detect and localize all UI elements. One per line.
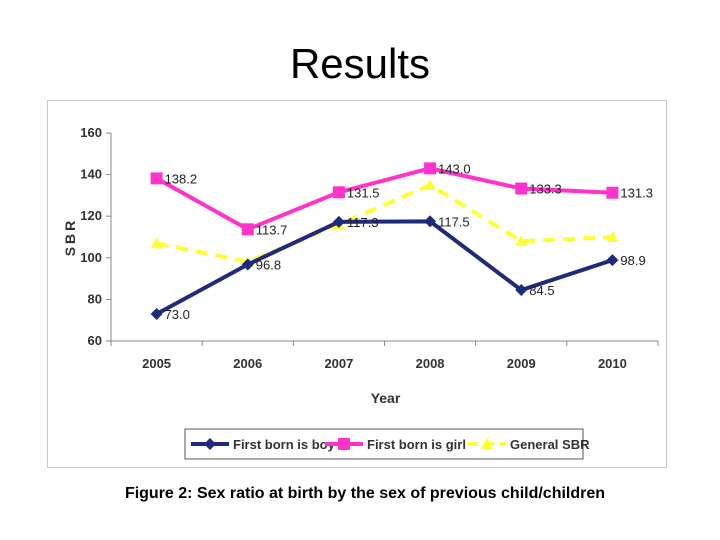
- data-label-first-born-is-girl: 143.0: [438, 161, 471, 176]
- x-tick-label: 2006: [233, 356, 262, 371]
- legend-marker-first-born-is-girl: [338, 438, 350, 450]
- data-point-general-sbr: [150, 237, 163, 249]
- data-label-first-born-is-boy: 117.3: [347, 215, 379, 230]
- data-point-general-sbr: [424, 179, 437, 190]
- series-line-first-born-is-boy: [155, 219, 614, 316]
- data-label-first-born-is-boy: 117.5: [438, 214, 470, 229]
- series-line-general-sbr: [156, 183, 613, 264]
- data-point-first-born-is-girl: [332, 186, 345, 199]
- data-point-first-born-is-boy: [241, 258, 254, 271]
- legend-label-general-sbr: General SBR: [510, 437, 590, 452]
- y-tick-label: 100: [80, 250, 102, 265]
- legend-label-first-born-is-boy: First born is boy: [233, 437, 336, 452]
- chart-frame: 60 80 100 120 140 160 2005 2006 2007 2008 2009 2010…: [47, 100, 667, 468]
- data-point-first-born-is-boy: [424, 215, 437, 228]
- data-point-first-born-is-boy: [515, 284, 528, 297]
- y-tick-label: 60: [88, 333, 102, 348]
- y-tick-label: 140: [80, 167, 102, 182]
- x-tick-label: 2009: [507, 356, 536, 371]
- x-axis-title: Year: [371, 390, 401, 406]
- legend-label-first-born-is-girl: First born is girl: [367, 437, 466, 452]
- data-label-first-born-is-girl: 133.3: [529, 182, 562, 197]
- figure-caption: Figure 2: Sex ratio at birth by the sex …: [124, 485, 606, 502]
- data-point-first-born-is-girl: [424, 162, 437, 175]
- y-tick-label: 160: [80, 125, 102, 140]
- x-tick-label: 2008: [416, 356, 445, 371]
- data-point-first-born-is-girl: [606, 186, 619, 199]
- data-label-first-born-is-girl: 131.5: [347, 185, 380, 200]
- data-label-first-born-is-girl: 113.7: [256, 222, 288, 237]
- data-label-first-born-is-boy: 98.9: [620, 253, 645, 268]
- sbr-line-chart: 60 80 100 120 140 160 2005 2006 2007 2008 2009 2010…: [62, 125, 659, 460]
- data-point-first-born-is-girl: [241, 223, 254, 236]
- x-tick-label: 2007: [324, 356, 353, 371]
- x-tick-label: 2010: [598, 356, 627, 371]
- slide-title: Results: [289, 40, 431, 87]
- data-label-first-born-is-boy: 96.8: [256, 257, 281, 272]
- series-line-first-born-is-girl: [155, 166, 613, 232]
- data-point-first-born-is-girl: [515, 182, 528, 195]
- data-point-first-born-is-girl: [150, 172, 163, 185]
- legend-marker-first-born-is-boy: [204, 438, 216, 450]
- data-label-first-born-is-boy: 84.5: [529, 283, 554, 298]
- y-tick-label: 80: [88, 291, 102, 306]
- y-axis-title: SBR: [62, 218, 78, 257]
- data-point-first-born-is-boy: [332, 215, 345, 228]
- legend-marker-general-sbr: [481, 438, 493, 449]
- data-point-general-sbr: [515, 235, 528, 247]
- data-point-first-born-is-boy: [606, 254, 619, 267]
- data-label-first-born-is-boy: 73.0: [165, 307, 190, 322]
- y-tick-label: 120: [80, 208, 102, 223]
- x-tick-label: 2005: [142, 356, 171, 371]
- data-point-first-born-is-boy: [150, 307, 163, 320]
- data-point-general-sbr: [606, 231, 619, 242]
- data-label-first-born-is-girl: 131.3: [620, 186, 653, 201]
- data-label-first-born-is-girl: 138.2: [165, 171, 198, 186]
- chart-legend: [184, 428, 584, 460]
